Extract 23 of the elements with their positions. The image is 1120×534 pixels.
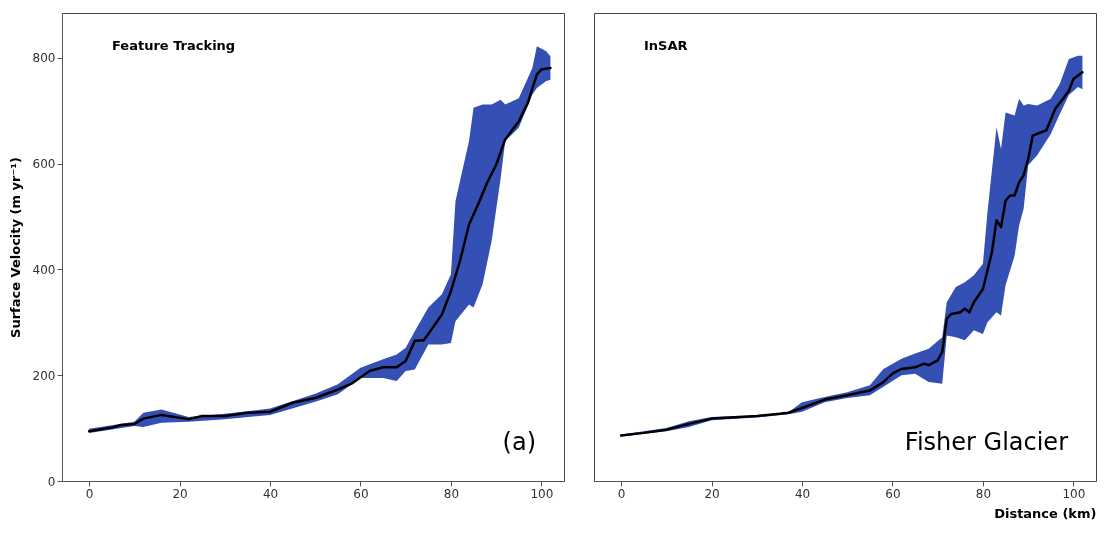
x-axis-title: Distance (km) (994, 505, 1097, 521)
y-tick-label: 0 (47, 474, 56, 489)
x-tick-label: 20 (704, 486, 720, 501)
annotation: (a) (502, 428, 536, 456)
x-tick-label: 40 (794, 486, 811, 501)
y-tick-label: 400 (32, 262, 56, 277)
annotation: Feature Tracking (112, 38, 236, 53)
x-tick-label: 80 (975, 486, 992, 501)
x-tick-label: 100 (1062, 486, 1086, 501)
x-tick-label: 80 (443, 486, 460, 501)
x-tick-label: 20 (172, 486, 188, 501)
y-tick-label: 200 (32, 368, 56, 383)
annotation: Fisher Glacier (904, 428, 1069, 456)
y-tick-label: 600 (32, 157, 56, 172)
x-tick-label: 40 (262, 486, 279, 501)
x-tick-label: 60 (353, 486, 369, 501)
y-tick-label: 800 (32, 51, 56, 66)
x-tick-label: 0 (85, 486, 94, 501)
x-tick-label: 100 (530, 486, 554, 501)
x-tick-label: 60 (885, 486, 901, 501)
annotation: InSAR (644, 38, 688, 53)
y-axis-title: Surface Velocity (m yr⁻¹) (7, 157, 23, 338)
x-tick-label: 0 (617, 486, 626, 501)
